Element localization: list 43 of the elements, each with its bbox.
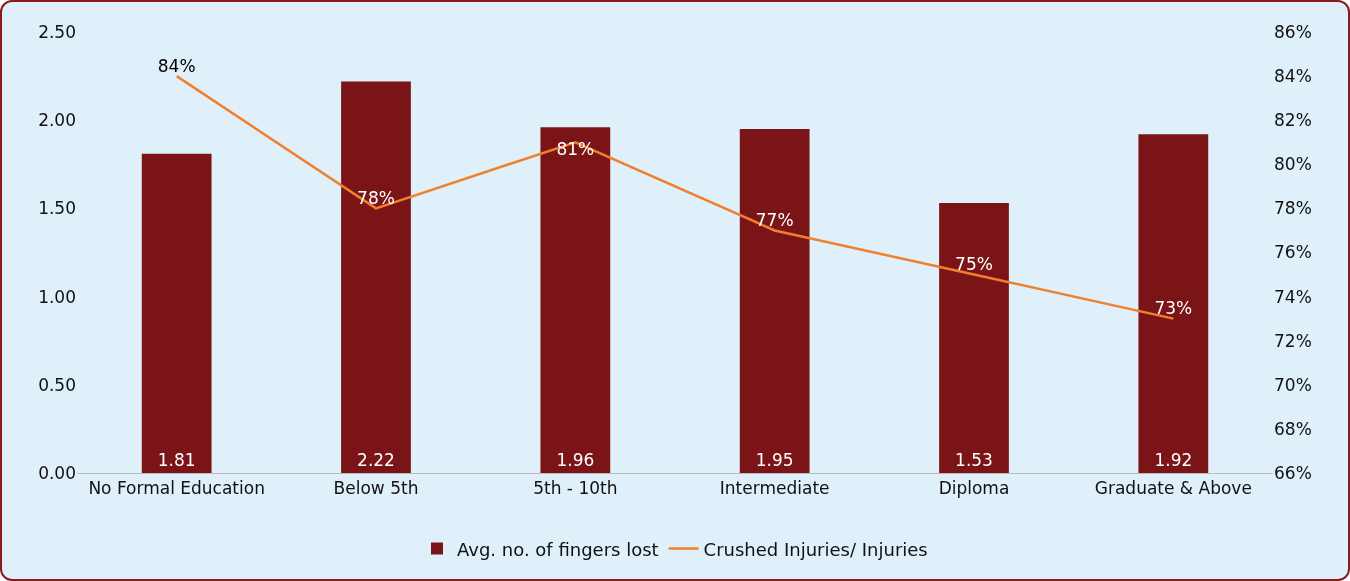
- legend-label: Crushed Injuries/ Injuries: [703, 538, 928, 560]
- y2-tick-label: 74%: [1274, 286, 1312, 307]
- data-label: 1.81: [157, 450, 196, 470]
- x-tick-label: Diploma: [938, 478, 1010, 499]
- y2-tick-label: 78%: [1274, 198, 1312, 219]
- y2-tick-label: 80%: [1274, 154, 1312, 175]
- data-label: 2.22: [357, 450, 395, 470]
- x-tick-label: Graduate & Above: [1094, 478, 1252, 499]
- y2-tick-label: 84%: [1274, 66, 1312, 87]
- data-label: 75%: [955, 254, 993, 275]
- y-tick-label: 1.50: [38, 198, 76, 219]
- x-tick-label: No Formal Education: [88, 478, 265, 499]
- bar: [540, 127, 611, 473]
- data-label: 84%: [157, 55, 196, 76]
- y-tick-label: 2.50: [38, 21, 76, 42]
- data-label: 1.53: [955, 450, 993, 470]
- y-tick-label: 1.00: [38, 286, 76, 307]
- data-label: 1.96: [556, 450, 595, 470]
- y2-tick-label: 66%: [1274, 462, 1312, 483]
- bar: [141, 153, 212, 473]
- data-label: 77%: [755, 210, 794, 231]
- y-tick-label: 0.00: [38, 462, 76, 483]
- bar: [1138, 134, 1209, 473]
- y-tick-label: 2.00: [38, 110, 76, 131]
- bar: [341, 81, 411, 473]
- y-tick-label: 0.50: [38, 374, 76, 395]
- y2-tick-label: 70%: [1274, 374, 1312, 395]
- y2-tick-label: 76%: [1274, 242, 1312, 263]
- bar: [939, 203, 1009, 473]
- data-label: 1.95: [755, 450, 794, 470]
- x-tick-label: Below 5th: [333, 478, 419, 499]
- legend-label: Avg. no. of fingers lost: [457, 538, 659, 560]
- x-tick-label: Intermediate: [719, 478, 830, 499]
- data-label: 1.92: [1154, 450, 1193, 470]
- data-label: 73%: [1154, 298, 1193, 319]
- y2-tick-label: 68%: [1274, 418, 1312, 439]
- x-tick-label: 5th - 10th: [533, 478, 618, 499]
- y2-tick-label: 82%: [1274, 110, 1312, 131]
- data-label: 78%: [357, 188, 395, 209]
- bar: [739, 129, 810, 473]
- y2-tick-label: 86%: [1274, 21, 1312, 42]
- data-label: 81%: [556, 139, 595, 159]
- y2-tick-label: 72%: [1274, 330, 1312, 351]
